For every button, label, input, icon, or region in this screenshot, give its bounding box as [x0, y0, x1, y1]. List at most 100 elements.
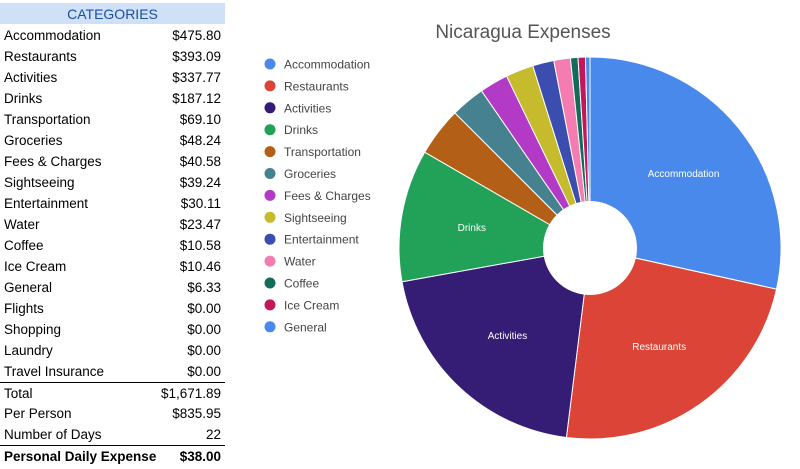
days-value: 22 [205, 427, 221, 442]
category-rows: Accommodation $475.80 Restaurants $393.09 Ac… [0, 25, 225, 382]
row-value: $6.33 [187, 280, 221, 295]
row-value: $10.46 [179, 259, 221, 274]
legend-swatch [264, 233, 276, 245]
row-value: $48.24 [179, 133, 221, 148]
legend-label: Groceries [284, 167, 336, 181]
legend-label: Accommodation [284, 58, 370, 72]
total-value: $1,671.89 [160, 385, 221, 401]
table-row: Accommodation $475.80 [0, 25, 225, 46]
table-row: Shopping $0.00 [0, 319, 225, 340]
row-value: $0.00 [187, 322, 221, 337]
row-label: Flights [4, 301, 44, 316]
row-label: Shopping [4, 322, 62, 337]
expenses-pie-chart: Nicaragua Expenses Accommodation Restaura… [264, 22, 782, 440]
row-label: Restaurants [4, 49, 77, 64]
row-label: Entertainment [4, 196, 89, 211]
row-value: $337.77 [172, 70, 221, 85]
table-row: Ice Cream $10.46 [0, 256, 225, 277]
legend-swatch [264, 321, 276, 333]
row-value: $393.09 [172, 49, 221, 64]
pie-slice-labels: Accommodation Restaurants Activities Drinks [458, 169, 720, 353]
legend-swatch [264, 277, 276, 289]
legend-swatch [264, 168, 276, 179]
table-row: Travel Insurance $0.00 [0, 361, 225, 382]
per-person-value: $835.95 [172, 406, 221, 421]
expense-table: CATEGORIES Accommodation $475.80 Restauran… [0, 3, 225, 466]
pie-slices [398, 56, 782, 440]
table-row: Entertainment $30.11 [0, 193, 225, 214]
slice-label: Drinks [458, 223, 486, 234]
legend-swatch [264, 124, 276, 136]
pie-slice [584, 56, 591, 249]
table-row: General $6.33 [0, 277, 225, 298]
legend-label: Water [284, 255, 316, 269]
legend-swatch [264, 211, 276, 223]
legend-swatch [264, 146, 276, 158]
total-label: Total [4, 385, 33, 401]
legend-label: Sightseeing [284, 211, 347, 225]
days-label: Number of Days [4, 427, 102, 442]
row-value: $39.24 [179, 175, 221, 190]
per-person-label: Per Person [4, 406, 72, 421]
total-row: Total $1,671.89 [0, 382, 225, 403]
legend-swatch [264, 189, 276, 201]
daily-expense-row: Personal Daily Expense $38.00 [0, 445, 225, 466]
chart-legend: Accommodation Restaurants Activities Drinks… [264, 58, 371, 334]
row-value: $0.00 [187, 343, 221, 358]
pie-slice [398, 151, 592, 283]
donut-hole [543, 201, 637, 295]
legend-swatch [264, 299, 276, 311]
legend-label: Activities [284, 101, 331, 115]
row-label: Coffee [4, 238, 44, 253]
table-row: Transportation $69.10 [0, 109, 225, 130]
row-value: $475.80 [172, 28, 221, 43]
daily-expense-label: Personal Daily Expense [4, 448, 157, 464]
days-row: Number of Days 22 [0, 424, 225, 445]
legend-label: General [284, 320, 327, 334]
row-label: General [4, 280, 53, 295]
row-label: Water [4, 217, 40, 232]
row-value: $0.00 [187, 301, 221, 316]
table-row: Water $23.47 [0, 214, 225, 235]
slice-label: Restaurants [632, 342, 686, 353]
daily-expense-value: $38.00 [179, 448, 221, 464]
slice-label: Activities [488, 331, 527, 342]
legend-label: Restaurants [284, 79, 349, 93]
row-value: $69.10 [179, 112, 221, 127]
row-label: Transportation [4, 112, 91, 127]
table-row: Flights $0.00 [0, 298, 225, 319]
legend-label: Coffee [284, 277, 319, 291]
categories-header: CATEGORIES [0, 3, 225, 24]
row-label: Fees & Charges [4, 154, 102, 169]
legend-swatch [264, 102, 276, 114]
row-value: $40.58 [179, 154, 221, 169]
row-value: $10.58 [179, 238, 221, 253]
row-label: Sightseeing [4, 175, 75, 190]
row-value: $187.12 [172, 91, 221, 106]
row-value: $30.11 [180, 196, 221, 211]
row-label: Accommodation [4, 28, 101, 43]
legend-label: Drinks [284, 123, 318, 137]
legend-label: Entertainment [284, 233, 359, 247]
legend-swatch [264, 58, 276, 70]
legend-label: Ice Cream [284, 298, 339, 312]
row-label: Laundry [4, 343, 53, 358]
table-row: Sightseeing $39.24 [0, 172, 225, 193]
row-label: Drinks [4, 91, 43, 106]
legend-swatch [264, 80, 276, 92]
row-label: Activities [4, 70, 58, 85]
per-person-row: Per Person $835.95 [0, 403, 225, 424]
table-row: Activities $337.77 [0, 67, 225, 88]
table-row: Laundry $0.00 [0, 340, 225, 361]
table-row: Groceries $48.24 [0, 130, 225, 151]
chart-title: Nicaragua Expenses [435, 22, 610, 43]
row-label: Travel Insurance [4, 364, 105, 379]
row-label: Ice Cream [4, 259, 67, 274]
table-row: Drinks $187.12 [0, 88, 225, 109]
row-value: $23.47 [179, 217, 221, 232]
pie-slice [589, 56, 782, 290]
slice-label: Accommodation [648, 169, 720, 180]
legend-label: Fees & Charges [284, 189, 371, 203]
pie-slice [565, 247, 778, 440]
table-row: Coffee $10.58 [0, 235, 225, 256]
